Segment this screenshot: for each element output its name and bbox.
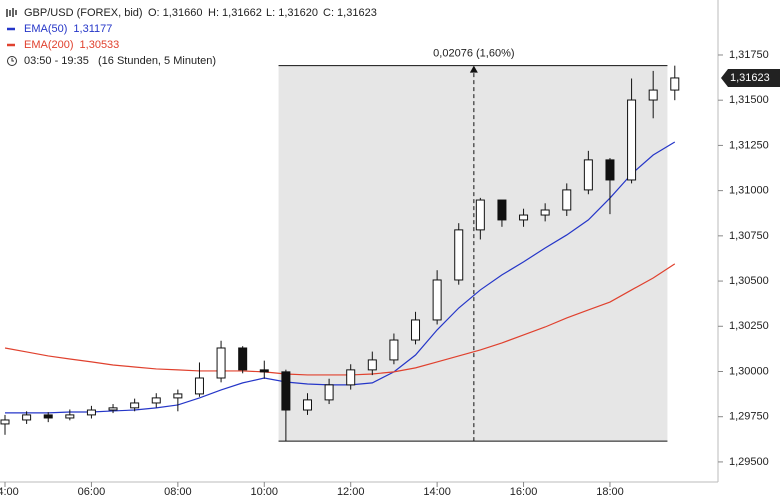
candle-body: [302, 399, 312, 411]
x-tick-label: 12:00: [337, 486, 365, 498]
candle-body: [194, 377, 204, 395]
candle-body: [583, 159, 593, 191]
price-tag-label: 1,31623: [730, 72, 770, 84]
symbol: GBP/USD (FOREX, bid): [24, 7, 143, 19]
candle-body: [627, 99, 637, 181]
y-tick-label: 1,31500: [729, 94, 769, 106]
price-tag: [721, 68, 780, 87]
y-tick-label: 1,30750: [729, 230, 769, 242]
ema-line: [5, 141, 676, 414]
x-tick-label: 04:00: [0, 486, 19, 498]
y-tick-label: 1,31750: [729, 49, 769, 61]
clock-hands: [11, 58, 14, 62]
y-tick-label: 1,31250: [729, 139, 769, 151]
measure-box: [278, 65, 668, 442]
candle-body: [367, 359, 377, 371]
legend-name: EMA(50): [24, 23, 67, 35]
clock-icon: [7, 56, 17, 66]
candle-body: [475, 199, 485, 231]
candle-body: [454, 229, 464, 281]
candle-body: [86, 409, 96, 416]
ema-line: [4, 263, 676, 376]
candle-body: [65, 414, 75, 419]
candle-body: [432, 279, 442, 321]
candle-body: [670, 77, 680, 91]
legend-value: 1,31177: [73, 23, 112, 35]
y-tick-label: 1,30250: [729, 320, 769, 332]
measure-label: 0,02076 (1,60%): [433, 48, 514, 60]
candle-body: [605, 159, 615, 181]
candle-body: [281, 371, 291, 411]
x-tick-label: 16:00: [510, 486, 538, 498]
ohlc-open: O: 1,31660: [148, 7, 202, 19]
ohlc-high: H: 1,31662: [208, 7, 262, 19]
candle-body: [0, 419, 10, 425]
ohlc-low: L: 1,31620: [266, 7, 318, 19]
candle-body: [519, 214, 529, 221]
candle-icon: [6, 8, 17, 17]
plot-area: 0,02076 (1,60%): [0, 48, 680, 442]
period: 03:50 - 19:35: [24, 55, 89, 67]
x-tick-label: 18:00: [596, 486, 624, 498]
candle-body: [411, 319, 421, 341]
y-tick-label: 1,29750: [729, 411, 769, 423]
candle-body: [173, 393, 183, 399]
candle-body: [238, 347, 248, 371]
y-tick-label: 1,30000: [729, 365, 769, 377]
period-note: (16 Stunden, 5 Minuten): [98, 55, 216, 67]
candle-body: [108, 407, 118, 411]
legend-value: 1,30533: [80, 39, 120, 51]
candle-body: [43, 414, 53, 419]
candle-body: [130, 402, 140, 409]
x-tick-label: 06:00: [78, 486, 106, 498]
candle-body: [22, 414, 32, 421]
candle-body: [259, 369, 269, 373]
measure-arrowhead: [469, 65, 478, 73]
candle-body: [648, 89, 658, 101]
candle-body: [540, 209, 550, 216]
x-tick-label: 08:00: [164, 486, 192, 498]
candle-body: [562, 189, 572, 211]
x-tick-label: 10:00: [251, 486, 279, 498]
legend-name: EMA(200): [24, 39, 74, 51]
y-tick-label: 1,29500: [729, 456, 769, 468]
header-bg: [3, 6, 19, 68]
candle-body: [216, 347, 226, 379]
candle-body: [497, 199, 507, 221]
candle-body: [389, 339, 399, 361]
header: GBP/USD (FOREX, bid) O: 1,31660 H: 1,316…: [3, 6, 377, 68]
candle-body: [151, 397, 161, 404]
candle-body: [346, 369, 356, 386]
candle-body: [324, 384, 334, 401]
y-tick-label: 1,31000: [729, 185, 769, 197]
x-tick-label: 14:00: [423, 486, 451, 498]
ohlc-close: C: 1,31623: [323, 7, 377, 19]
y-tick-label: 1,30500: [729, 275, 769, 287]
